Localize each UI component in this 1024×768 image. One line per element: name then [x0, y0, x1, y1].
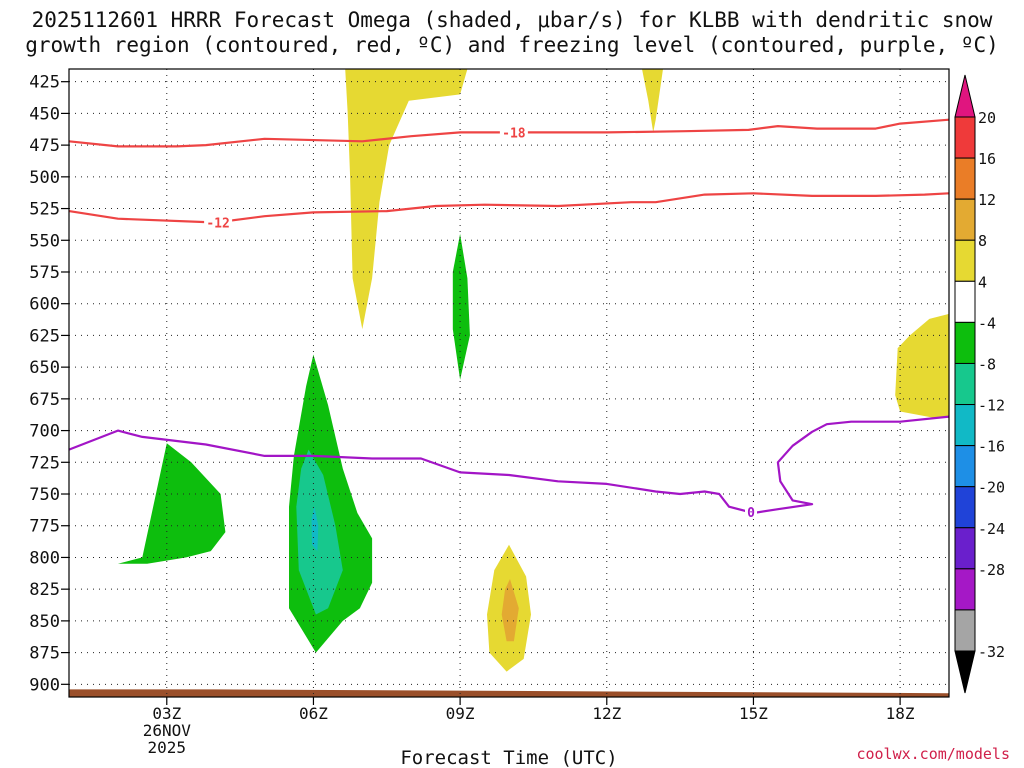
y-tick-label-450: 450 [29, 104, 60, 124]
colorbar-bin--8-to--4 [954, 321, 976, 364]
y-tick-label-900: 900 [29, 675, 60, 695]
chart-title-line1: 2025112601 HRRR Forecast Omega (shaded, … [31, 8, 993, 32]
colorbar-label--4: -4 [978, 314, 996, 332]
contour-freezing-level-0 [68, 415, 950, 515]
colorbar-bin--4-to-4 [954, 280, 976, 323]
colorbar: 20 16 12 8 4 -4 -8 -12 -16 -20 -24 -28 -32 -36 [954, 0, 1005, 694]
colorbar-label-16: 16 [978, 150, 996, 168]
colorbar-bin-16-to-20 [954, 116, 976, 159]
y-tick-label-525: 525 [29, 200, 60, 220]
colorbar-label--32: -32 [978, 643, 1005, 661]
y-tick-label-625: 625 [29, 326, 60, 346]
y-tick-label-750: 750 [29, 485, 60, 505]
colorbar-label--8: -8 [978, 355, 996, 373]
contour-label-dgz-minus18: -18 [502, 126, 526, 141]
x-tick-label-18Z: 18Z [886, 704, 915, 723]
x-tick-label-03Z: 03Z [152, 704, 181, 723]
x-date-label-line2: 2025 [148, 738, 187, 757]
colorbar-bin--12-to--8 [954, 362, 976, 406]
contour-dgz-minus12 [68, 192, 950, 224]
y-tick-label-600: 600 [29, 295, 60, 315]
colorbar-label-4: 4 [978, 273, 987, 291]
omega-region-green-small-09z [452, 233, 470, 380]
colorbar-label-20: 20 [978, 109, 996, 127]
y-tick-label-550: 550 [29, 231, 60, 251]
colorbar-label--12: -12 [978, 397, 1005, 415]
y-tick-label-650: 650 [29, 358, 60, 378]
y-axis: 425 450 475 500 525 550 575 600 625 650 675 700 725 7… [29, 73, 69, 695]
y-tick-label-675: 675 [29, 390, 60, 410]
colorbar-label--24: -24 [978, 520, 1005, 538]
colorbar-label--28: -28 [978, 561, 1005, 579]
omega-region-cyan-06z-core [311, 506, 319, 552]
x-tick-label-15Z: 15Z [739, 704, 768, 723]
colorbar-bin--28-to--24 [954, 527, 976, 570]
omega-shading [117, 69, 949, 672]
colorbar-bin--36-to--32 [954, 609, 976, 652]
contour-label-dgz-minus12: -12 [206, 217, 229, 232]
y-tick-label-875: 875 [29, 644, 60, 664]
x-tick-label-09Z: 09Z [446, 704, 475, 723]
contour-label-freezing-level-0: 0 [747, 506, 755, 521]
colorbar-bin--16-to--12 [954, 404, 976, 447]
colorbar-label-8: 8 [978, 232, 987, 250]
x-tick-label-06Z: 06Z [299, 704, 328, 723]
omega-region-orange-lower-10z [501, 579, 519, 642]
omega-region-teal-06z-core [296, 449, 343, 615]
contour-lines: -18 -12 0 [68, 118, 950, 521]
colorbar-bin--20-to--16 [954, 445, 976, 488]
y-tick-label-700: 700 [29, 422, 60, 442]
colorbar-bin--24-to--20 [954, 486, 976, 529]
contour-label-bg-dgz-minus12 [204, 215, 233, 230]
y-tick-label-425: 425 [29, 73, 60, 93]
y-tick-label-800: 800 [29, 548, 60, 568]
colorbar-label-12: 12 [978, 191, 996, 209]
colorbar-label--16: -16 [978, 438, 1005, 456]
colorbar-bin--32-to--28 [954, 568, 976, 611]
omega-region-yellow-right-edge [895, 313, 949, 418]
colorbar-bin-12-to-16 [954, 157, 976, 200]
chart-title-line2: growth region (contoured, red, ºC) and f… [25, 33, 999, 57]
y-tick-label-825: 825 [29, 580, 60, 600]
contour-dgz-minus18 [68, 118, 950, 148]
colorbar-bottom-arrow [954, 650, 976, 694]
y-tick-label-775: 775 [29, 517, 60, 537]
omega-region-green-left-03z [117, 443, 226, 564]
colorbar-top-arrow [954, 74, 976, 118]
x-axis-title: Forecast Time (UTC) [400, 747, 617, 768]
contour-label-bg-dgz-minus18 [499, 125, 528, 140]
y-tick-label-725: 725 [29, 453, 60, 473]
y-tick-label-475: 475 [29, 136, 60, 156]
terrain-band [69, 689, 949, 697]
y-tick-label-500: 500 [29, 168, 60, 188]
contour-label-bg-freezing-level-0 [745, 504, 757, 519]
colorbar-label--36: -36 [978, 0, 1005, 4]
colorbar-label--20: -20 [978, 479, 1005, 497]
x-date-label-line1: 26NOV [143, 721, 192, 740]
omega-region-yellow-upper-plume [345, 69, 468, 330]
credit-watermark: coolwx.com/models [856, 745, 1010, 763]
y-tick-label-575: 575 [29, 263, 60, 283]
x-tick-label-12Z: 12Z [592, 704, 621, 723]
y-tick-label-850: 850 [29, 612, 60, 632]
omega-region-yellow-upper-thin [642, 69, 663, 133]
plot-frame [68, 68, 950, 698]
colorbar-bin-8-to-12 [954, 198, 976, 241]
colorbar-bin-4-to-8 [954, 239, 976, 282]
